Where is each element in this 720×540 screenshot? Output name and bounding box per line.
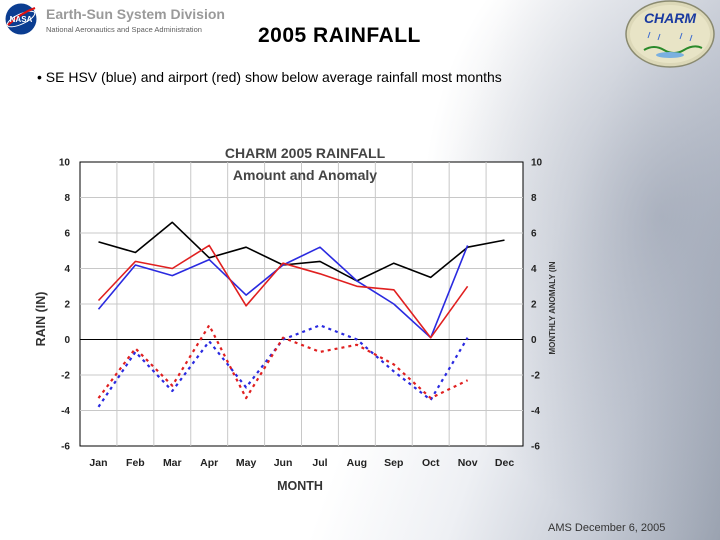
y-tick-label: -6 bbox=[61, 442, 70, 453]
x-tick-label: Apr bbox=[200, 457, 218, 469]
y2-tick-label: 10 bbox=[531, 158, 543, 169]
x-tick-label: Dec bbox=[495, 457, 514, 469]
y-tick-label: 4 bbox=[64, 264, 70, 275]
footer-text: AMS December 6, 2005 bbox=[548, 522, 666, 534]
y2-tick-label: -4 bbox=[531, 406, 540, 417]
y2-tick-label: 4 bbox=[531, 264, 537, 275]
bullet-point: • SE HSV (blue) and airport (red) show b… bbox=[37, 69, 502, 85]
y2-tick-label: 8 bbox=[531, 193, 537, 204]
chart-subtitle: Amount and Anomaly bbox=[233, 167, 377, 183]
y-axis-label: RAIN (IN) bbox=[34, 292, 48, 347]
org-subtitle: National Aeronautics and Space Administr… bbox=[46, 25, 202, 34]
y2-axis-label: MONTHLY ANOMALY (IN bbox=[548, 261, 557, 354]
x-tick-label: Oct bbox=[422, 457, 440, 469]
y-tick-label: 2 bbox=[64, 300, 70, 311]
rainfall-chart: -6 -4 -2 0 2 4 6 8 10 -6 -4 -2 0 2 4 6 8 10 Jan Feb Mar Apr Ma… bbox=[34, 145, 557, 493]
y2-tick-label: 0 bbox=[531, 335, 537, 346]
series-line-1 bbox=[98, 221, 505, 282]
charm-badge-text: CHARM bbox=[644, 10, 696, 26]
series-line-3 bbox=[97, 244, 469, 339]
y-tick-label: -4 bbox=[61, 406, 70, 417]
nasa-logo-icon: NASA bbox=[5, 3, 37, 35]
y2-tick-label: 2 bbox=[531, 300, 537, 311]
y-tick-label: 6 bbox=[64, 229, 70, 240]
x-tick-label: Aug bbox=[347, 457, 367, 469]
series-line-2 bbox=[97, 245, 469, 339]
x-tick-label: Jan bbox=[89, 457, 107, 469]
org-title: Earth-Sun System Division bbox=[46, 6, 225, 22]
series-line-5 bbox=[97, 324, 469, 400]
y-tick-label: 0 bbox=[64, 335, 70, 346]
y2-tick-label: -6 bbox=[531, 442, 540, 453]
y-tick-label: 8 bbox=[64, 193, 70, 204]
x-tick-label: Nov bbox=[458, 457, 478, 469]
x-tick-label: Feb bbox=[126, 457, 145, 469]
chart-title: CHARM 2005 RAINFALL bbox=[225, 145, 386, 161]
x-tick-label: Jul bbox=[312, 457, 327, 469]
nasa-logo-text: NASA bbox=[10, 15, 33, 24]
x-axis-label: MONTH bbox=[277, 479, 323, 493]
x-tick-label: Mar bbox=[163, 457, 182, 469]
y-tick-label: 10 bbox=[59, 158, 71, 169]
y2-tick-label: 6 bbox=[531, 229, 537, 240]
x-tick-label: May bbox=[236, 457, 257, 469]
charm-badge-icon: CHARM bbox=[625, 0, 715, 68]
y-tick-label: -2 bbox=[61, 371, 70, 382]
x-tick-label: Sep bbox=[384, 457, 403, 469]
y2-tick-label: -2 bbox=[531, 371, 540, 382]
slide-title: 2005 RAINFALL bbox=[258, 24, 421, 47]
x-tick-label: Jun bbox=[274, 457, 293, 469]
